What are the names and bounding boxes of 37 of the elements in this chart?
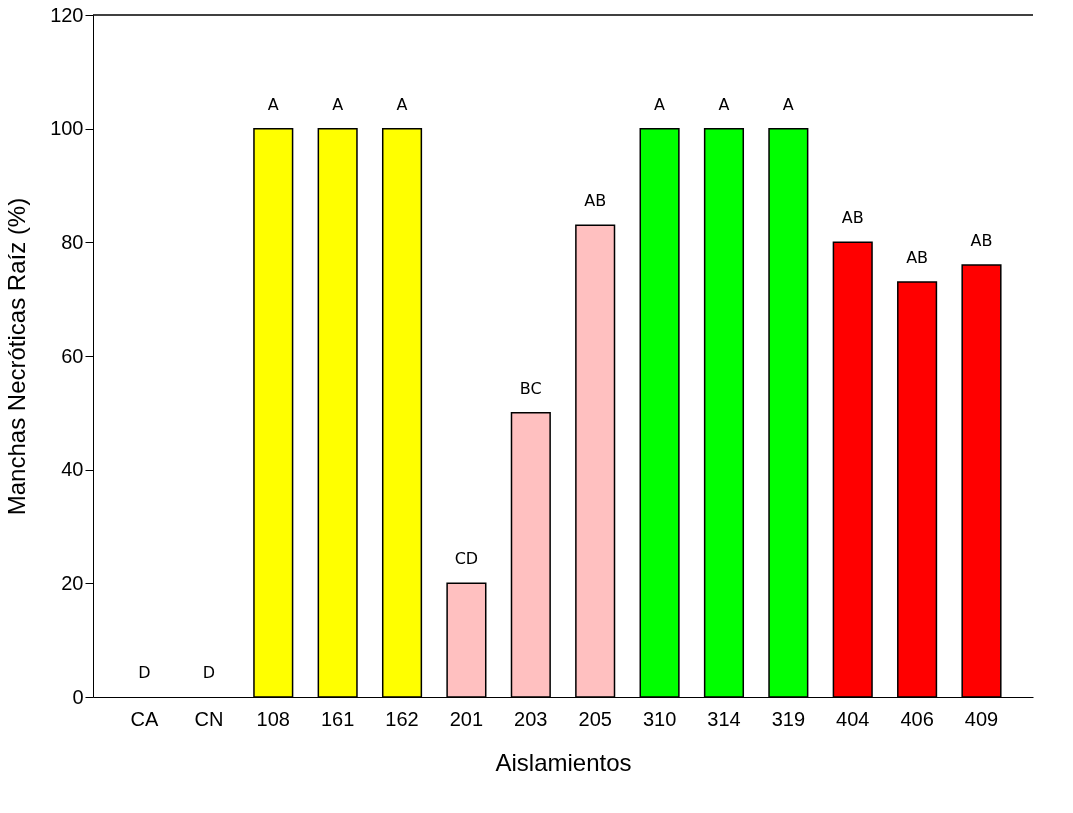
x-tick-label: 205 (578, 707, 612, 730)
data-label: D (138, 663, 151, 682)
data-label: A (332, 94, 344, 114)
x-tick-label: 319 (771, 707, 806, 730)
y-axis-title: Manchas Necróticas Raíz (%) (3, 197, 31, 516)
data-label: A (782, 94, 794, 114)
y-tick-label: 100 (50, 117, 84, 140)
data-label: A (654, 94, 666, 114)
x-tick-label: 162 (385, 707, 419, 730)
y-tick-label: 120 (50, 3, 84, 26)
data-label: A (267, 94, 279, 114)
x-tick-label: 201 (449, 707, 484, 730)
y-tick-label: 40 (61, 458, 84, 481)
data-label: AB (906, 248, 929, 268)
x-tick-label: CN (194, 707, 224, 730)
x-tick-label: 161 (320, 707, 355, 730)
x-tick-label: 310 (642, 707, 677, 730)
y-tick-label: 20 (61, 571, 84, 594)
x-tick-label: 314 (707, 707, 741, 730)
data-label: D (202, 663, 216, 682)
data-label: AB (841, 208, 864, 228)
y-tick-label: 0 (72, 685, 84, 708)
x-tick-label: 406 (900, 707, 934, 730)
x-axis-title: Aislamientos (495, 748, 632, 776)
data-label: AB (584, 191, 607, 211)
x-tick-label: 203 (514, 707, 548, 730)
x-tick-label: 409 (964, 707, 999, 730)
data-label: A (396, 94, 408, 114)
data-label: A (718, 94, 730, 114)
data-label: CD (454, 549, 479, 569)
data-label: AB (970, 231, 993, 251)
y-tick-label: 80 (61, 230, 84, 253)
x-tick-label: 404 (836, 707, 870, 730)
x-tick-label: CA (130, 707, 160, 730)
y-tick-label: 60 (61, 344, 84, 367)
x-tick-label: 108 (256, 707, 290, 730)
data-label: BC (519, 378, 542, 398)
